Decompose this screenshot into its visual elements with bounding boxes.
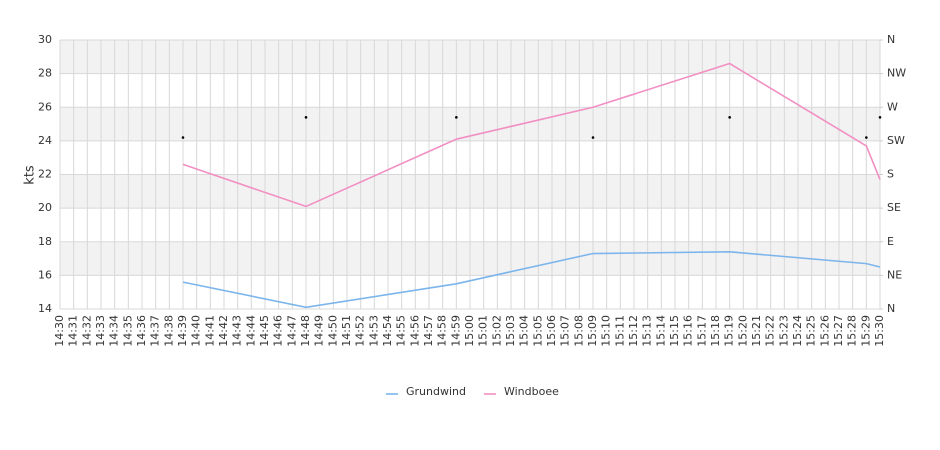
x-tick-label: 14:35 bbox=[121, 315, 134, 347]
x-tick-label: 15:08 bbox=[572, 315, 585, 347]
x-tick-label: 15:02 bbox=[490, 315, 503, 347]
legend-label: Windboee bbox=[504, 385, 559, 398]
x-tick-label: 14:46 bbox=[272, 315, 285, 347]
x-tick-label: 14:42 bbox=[217, 315, 230, 347]
x-tick-label: 15:15 bbox=[668, 315, 681, 347]
x-tick-label: 14:41 bbox=[203, 315, 216, 347]
x-tick-label: 15:06 bbox=[545, 315, 558, 347]
x-tick-label: 15:16 bbox=[682, 315, 695, 347]
x-tick-label: 15:18 bbox=[709, 315, 722, 347]
y-tick-label: 24 bbox=[38, 134, 52, 147]
y2-tick-label: E bbox=[887, 235, 894, 248]
x-tick-label: 14:39 bbox=[176, 315, 189, 347]
x-tick-label: 15:13 bbox=[641, 315, 654, 347]
direction-marker bbox=[455, 116, 458, 119]
y2-tick-label: N bbox=[887, 33, 895, 46]
direction-marker bbox=[181, 136, 185, 139]
y-tick-label: 28 bbox=[38, 67, 52, 80]
y2-tick-label: NW bbox=[887, 67, 906, 80]
y-tick-label: 16 bbox=[38, 268, 52, 281]
y-tick-label: 26 bbox=[38, 100, 52, 113]
y2-tick-label: SE bbox=[887, 201, 901, 214]
series-line bbox=[182, 62, 881, 208]
x-tick-label: 15:10 bbox=[600, 315, 613, 347]
x-tick-label: 15:00 bbox=[463, 315, 476, 347]
x-tick-label: 15:01 bbox=[477, 315, 490, 347]
x-tick-label: 14:49 bbox=[313, 315, 326, 347]
x-tick-label: 14:47 bbox=[285, 315, 298, 347]
series-line bbox=[182, 251, 881, 309]
x-tick-label: 15:19 bbox=[723, 315, 736, 347]
x-tick-label: 14:58 bbox=[436, 315, 449, 347]
direction-marker bbox=[304, 116, 308, 119]
y-tick-label: 14 bbox=[38, 302, 52, 315]
x-tick-label: 14:32 bbox=[80, 315, 93, 347]
x-tick-label: 14:30 bbox=[53, 315, 66, 347]
y-tick-label: 30 bbox=[38, 33, 52, 46]
x-tick-label: 14:45 bbox=[258, 315, 271, 347]
x-tick-label: 15:20 bbox=[736, 315, 749, 347]
y2-tick-label: NE bbox=[887, 268, 902, 281]
x-tick-label: 15:29 bbox=[859, 315, 872, 347]
x-tick-label: 14:54 bbox=[381, 315, 394, 347]
x-tick-label: 15:23 bbox=[777, 315, 790, 347]
direction-marker bbox=[878, 116, 882, 119]
y-tick-label: 20 bbox=[38, 201, 52, 214]
x-tick-label: 14:43 bbox=[231, 315, 244, 347]
y-tick-label: 22 bbox=[38, 168, 52, 181]
y2-tick-label: N bbox=[887, 302, 895, 315]
legend-label: Grundwind bbox=[406, 385, 466, 398]
direction-marker bbox=[865, 136, 868, 139]
x-tick-label: 14:48 bbox=[299, 315, 312, 347]
x-tick-label: 14:51 bbox=[340, 315, 353, 347]
x-tick-label: 14:57 bbox=[422, 315, 435, 347]
x-tick-label: 15:26 bbox=[818, 315, 831, 347]
x-tick-label: 14:38 bbox=[162, 315, 175, 347]
x-tick-label: 14:33 bbox=[94, 315, 107, 347]
x-tick-label: 15:12 bbox=[627, 315, 640, 347]
x-tick-label: 15:07 bbox=[559, 315, 572, 347]
y2-tick-label: S bbox=[887, 168, 894, 181]
y-tick-label: 18 bbox=[38, 235, 52, 248]
x-tick-label: 14:52 bbox=[354, 315, 367, 347]
x-tick-label: 15:22 bbox=[764, 315, 777, 347]
x-tick-label: 15:03 bbox=[504, 315, 517, 347]
x-tick-label: 15:30 bbox=[873, 315, 886, 347]
x-tick-label: 14:56 bbox=[408, 315, 421, 347]
x-tick-label: 14:31 bbox=[67, 315, 80, 347]
direction-marker bbox=[591, 136, 595, 139]
x-tick-label: 14:50 bbox=[326, 315, 339, 347]
x-tick-label: 14:59 bbox=[449, 315, 462, 347]
x-tick-label: 15:11 bbox=[613, 315, 626, 347]
y2-tick-label: W bbox=[887, 100, 898, 113]
direction-marker bbox=[728, 116, 731, 119]
x-tick-label: 15:28 bbox=[846, 315, 859, 347]
x-tick-label: 14:53 bbox=[367, 315, 380, 347]
x-tick-label: 14:55 bbox=[395, 315, 408, 347]
x-tick-label: 15:17 bbox=[695, 315, 708, 347]
x-tick-label: 15:05 bbox=[531, 315, 544, 347]
x-tick-label: 14:36 bbox=[135, 315, 148, 347]
x-tick-label: 14:40 bbox=[190, 315, 203, 347]
y2-tick-label: SW bbox=[887, 134, 905, 147]
x-tick-label: 15:25 bbox=[805, 315, 818, 347]
x-tick-label: 15:27 bbox=[832, 315, 845, 347]
x-tick-label: 14:34 bbox=[108, 315, 121, 347]
x-tick-label: 15:21 bbox=[750, 315, 763, 347]
x-tick-label: 14:37 bbox=[149, 315, 162, 347]
x-tick-label: 15:14 bbox=[654, 315, 667, 347]
x-tick-label: 15:24 bbox=[791, 315, 804, 347]
y-axis-label: kts bbox=[23, 165, 38, 185]
x-tick-label: 15:04 bbox=[518, 315, 531, 347]
x-tick-label: 14:44 bbox=[244, 315, 257, 347]
x-tick-label: 15:09 bbox=[586, 315, 599, 347]
